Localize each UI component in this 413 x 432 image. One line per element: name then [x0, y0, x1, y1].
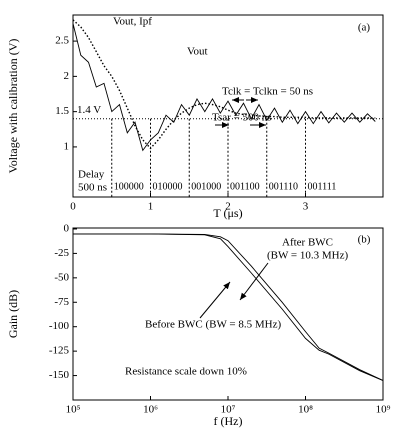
- y-tick-label: 1: [64, 140, 70, 152]
- x-axis-label: T (μs): [213, 206, 242, 220]
- code-label: 001111: [308, 181, 337, 192]
- code-label: 001000: [191, 181, 221, 192]
- x-tick-label: 1: [148, 201, 154, 213]
- annotation: Resistance scale down 10%: [125, 366, 247, 378]
- x-axis-label: f (Hz): [214, 414, 243, 428]
- y-tick-label: 1.5: [55, 105, 69, 117]
- code-label: 001110: [269, 181, 298, 192]
- y-tick-label: 0: [64, 223, 70, 235]
- y-tick-label: -125: [49, 345, 70, 357]
- annotation: Tsar = 500 ns: [212, 112, 272, 124]
- y-tick-label: -25: [54, 247, 69, 259]
- series-label: Before BWC (BW = 8.5 MHz): [145, 319, 281, 331]
- annotation: Delay: [78, 169, 105, 181]
- y-tick-label: -75: [54, 296, 69, 308]
- series-label: Vout, Ipf: [113, 16, 152, 28]
- code-label: 010000: [153, 181, 183, 192]
- annotation: Tclk = Tclkn = 50 ns: [222, 86, 313, 98]
- y-axis-label: Gain (dB): [6, 290, 20, 338]
- data-line: [72, 19, 376, 150]
- data-line: [73, 233, 384, 381]
- x-tick-label: 2: [225, 201, 231, 213]
- code-label: 001100: [230, 181, 260, 192]
- annotation: (BW = 10.3 MHz): [267, 250, 348, 262]
- panel-label: (b): [358, 234, 371, 246]
- series-label: After BWC: [282, 237, 333, 249]
- x-tick-label: 10⁶: [143, 404, 158, 416]
- y-tick-label: -150: [49, 369, 70, 381]
- y-tick-label: -100: [49, 320, 70, 332]
- y-tick-label: 2.5: [55, 35, 69, 47]
- y-tick-label: -50: [54, 271, 69, 283]
- y-tick-label: 2: [64, 70, 70, 82]
- x-tick-label: 10⁸: [298, 404, 313, 416]
- y-axis-label: Voltage with calibration (V): [6, 39, 20, 174]
- panel-label: (a): [358, 22, 371, 34]
- x-tick-label: 10⁵: [66, 404, 81, 416]
- series-label: Vout: [187, 46, 208, 58]
- data-line: [72, 23, 376, 152]
- x-tick-label: 3: [303, 201, 309, 213]
- x-tick-label: 10⁹: [376, 404, 391, 416]
- code-label: 100000: [114, 181, 144, 192]
- x-tick-label: 0: [70, 201, 76, 213]
- arrows: [199, 97, 269, 319]
- x-tick-label: 10⁷: [221, 404, 236, 416]
- annotation: 500 ns: [78, 182, 107, 194]
- reference-label: 1.4 V: [77, 104, 101, 116]
